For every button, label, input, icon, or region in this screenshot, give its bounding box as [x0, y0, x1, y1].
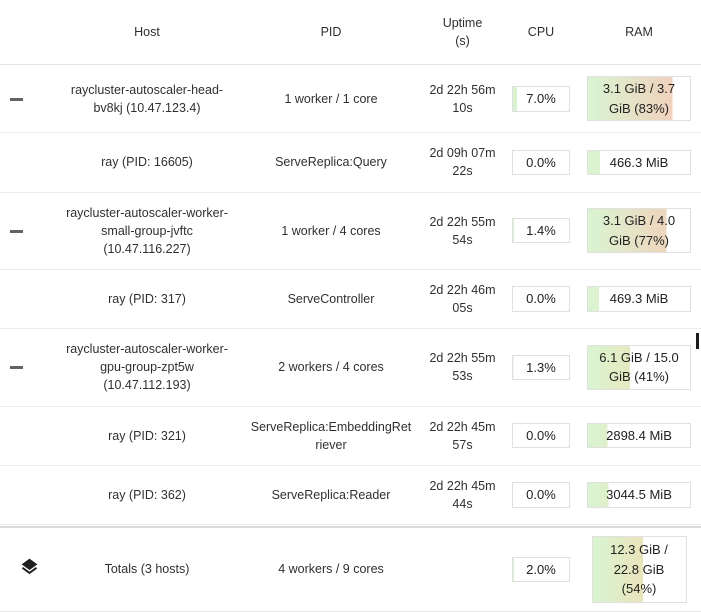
cpu-cell: 1.3% — [505, 354, 577, 381]
cpu-usage-box: 0.0% — [512, 149, 570, 176]
pid-value: ServeReplica:Query — [275, 155, 387, 170]
uptime-value: 2d 22h 55m 53s — [429, 351, 496, 384]
cpu-usage-box: 0.0% — [512, 422, 570, 449]
uptime-value: 2d 22h 55m 54s — [429, 214, 496, 247]
collapse-minus-icon[interactable] — [10, 229, 23, 233]
cpu-usage-box: 7.0% — [512, 86, 570, 112]
expander-cell — [0, 358, 52, 376]
table-row: raycluster-autoscaler-worker-gpu-group-z… — [0, 329, 701, 407]
table-row: raycluster-autoscaler-worker-small-group… — [0, 193, 701, 270]
ram-cell: 466.3 MiB — [577, 149, 701, 176]
table-row: ray (PID: 16605) ServeReplica:Query 2d 0… — [0, 133, 701, 193]
ram-usage-box: 3.1 GiB / 3.7 GiB (83%) — [587, 76, 691, 122]
cpu-cell: 0.0% — [505, 422, 577, 449]
text-cursor — [696, 333, 699, 349]
host-name: ray (PID: 321) — [108, 428, 186, 443]
expander-cell — [0, 222, 52, 240]
pid-value: ServeReplica:Reader — [271, 487, 391, 502]
totals-ram-cell: 12.3 GiB / 22.8 GiB (54%) — [577, 536, 701, 603]
pid-value: 1 worker / 4 cores — [281, 223, 381, 238]
uptime-value: 2d 22h 45m 57s — [429, 419, 496, 452]
layers-icon — [19, 556, 40, 582]
totals-row: Totals (3 hosts) 4 workers / 9 cores 2.0… — [0, 526, 701, 612]
column-header-uptime-line1: Uptime — [442, 16, 483, 30]
column-header-host: Host — [134, 25, 160, 40]
table-row: ray (PID: 317) ServeController 2d 22h 46… — [0, 270, 701, 330]
cpu-cell: 0.0% — [505, 149, 577, 176]
collapse-minus-icon[interactable] — [10, 97, 23, 101]
ram-usage-box: 466.3 MiB — [587, 149, 691, 176]
table-row: ray (PID: 362) ServeReplica:Reader 2d 22… — [0, 466, 701, 525]
ram-cell: 2898.4 MiB — [577, 422, 701, 449]
column-header-cpu: CPU — [527, 25, 555, 40]
ram-cell: 3.1 GiB / 4.0 GiB (77%) — [577, 208, 701, 254]
cpu-usage-box: 0.0% — [512, 482, 570, 508]
ram-cell: 469.3 MiB — [577, 286, 701, 312]
uptime-value: 2d 22h 56m 10s — [429, 82, 496, 115]
table-row: ray (PID: 321) ServeReplica:EmbeddingRet… — [0, 407, 701, 466]
totals-workers-cores: 4 workers / 9 cores — [278, 562, 384, 577]
uptime-value: 2d 09h 07m 22s — [429, 146, 496, 179]
ram-usage-box: 2898.4 MiB — [587, 422, 691, 449]
ram-usage-box: 12.3 GiB / 22.8 GiB (54%) — [591, 536, 687, 603]
pid-value: ServeController — [287, 291, 375, 306]
cpu-cell: 1.4% — [505, 217, 577, 244]
pid-value: ServeReplica:EmbeddingRetriever — [250, 419, 412, 452]
totals-cpu-cell: 2.0% — [505, 556, 577, 582]
pid-value: 2 workers / 4 cores — [278, 360, 384, 375]
ram-cell: 3044.5 MiB — [577, 482, 701, 508]
table-row: raycluster-autoscaler-head-bv8kj (10.47.… — [0, 65, 701, 134]
column-header-uptime: Uptime (s) — [420, 14, 505, 50]
ram-usage-box: 469.3 MiB — [587, 286, 691, 312]
ram-cell: 3.1 GiB / 3.7 GiB (83%) — [577, 76, 701, 122]
totals-icon-cell — [0, 556, 52, 582]
ram-cell: 6.1 GiB / 15.0 GiB (41%) — [577, 344, 701, 390]
ram-usage-box: 6.1 GiB / 15.0 GiB (41%) — [587, 344, 691, 390]
cpu-usage-box: 0.0% — [512, 286, 570, 312]
host-name: raycluster-autoscaler-worker-small-group… — [66, 205, 228, 256]
column-header-ram: RAM — [625, 25, 653, 40]
totals-label: Totals (3 hosts) — [104, 562, 190, 577]
collapse-minus-icon[interactable] — [10, 366, 23, 370]
column-header-uptime-line2: (s) — [455, 34, 470, 49]
cpu-cell: 0.0% — [505, 286, 577, 312]
cpu-cell: 7.0% — [505, 86, 577, 112]
cpu-usage-box: 1.3% — [512, 354, 570, 381]
table-header-row: Host PID Uptime (s) CPU RAM — [0, 0, 701, 66]
uptime-value: 2d 22h 46m 05s — [429, 282, 496, 315]
host-name: raycluster-autoscaler-head-bv8kj (10.47.… — [70, 82, 224, 115]
cpu-cell: 0.0% — [505, 482, 577, 508]
host-name: ray (PID: 16605) — [101, 155, 193, 170]
host-name: raycluster-autoscaler-worker-gpu-group-z… — [66, 342, 228, 393]
uptime-value: 2d 22h 45m 44s — [429, 478, 496, 511]
cpu-usage-box: 1.4% — [512, 217, 570, 244]
pid-value: 1 worker / 1 core — [284, 91, 378, 106]
cpu-usage-box: 2.0% — [512, 556, 570, 582]
host-name: ray (PID: 317) — [108, 291, 186, 306]
column-header-pid: PID — [320, 25, 342, 40]
expander-cell — [0, 90, 52, 108]
ram-usage-box: 3044.5 MiB — [587, 482, 691, 508]
ram-usage-box: 3.1 GiB / 4.0 GiB (77%) — [587, 208, 691, 254]
host-name: ray (PID: 362) — [108, 487, 186, 502]
